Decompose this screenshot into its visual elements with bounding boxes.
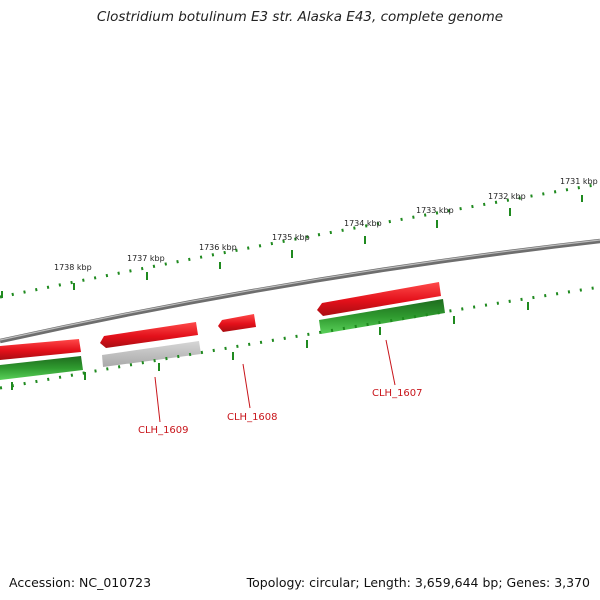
- pseudo-gene-track: [102, 341, 201, 367]
- scale-label: 1738 kbp: [54, 263, 92, 272]
- scale-label: 1736 kbp: [199, 243, 237, 252]
- cds-block[interactable]: [0, 356, 83, 380]
- gene-arrow[interactable]: [317, 282, 441, 316]
- scale-label: 1733 kbp: [416, 206, 454, 215]
- gene-label[interactable]: CLH_1607: [372, 388, 423, 399]
- gene-label[interactable]: CLH_1608: [227, 412, 278, 423]
- scale-label: 1737 kbp: [127, 254, 165, 263]
- scale-label: 1732 kbp: [488, 192, 526, 201]
- label-leader: [242, 363, 251, 409]
- cds-track: [0, 299, 445, 380]
- cds-block[interactable]: [319, 299, 445, 334]
- gene-labels: CLH_1607 CLH_1608 CLH_1609: [138, 339, 423, 436]
- scale-label: 1734 kbp: [344, 219, 382, 228]
- genome-backbone: [0, 238, 600, 344]
- gene-arrow[interactable]: [218, 314, 256, 332]
- page-title: Clostridium botulinum E3 str. Alaska E43…: [96, 9, 504, 25]
- inner-scale-dots: [0, 285, 600, 390]
- outer-scale-dots: [0, 182, 600, 299]
- gene-arrow[interactable]: [100, 322, 198, 348]
- label-leader: [385, 339, 396, 386]
- inner-scale: [0, 285, 600, 390]
- accession-text: Accession: NC_010723: [9, 575, 152, 590]
- gene-label[interactable]: CLH_1609: [138, 425, 189, 436]
- genome-summary-text: Topology: circular; Length: 3,659,644 bp…: [246, 575, 590, 590]
- scale-label: 1731 kbp: [560, 177, 598, 186]
- outer-scale: 1731 kbp 1732 kbp 1733 kbp 1734 kbp 1735…: [0, 177, 600, 299]
- pseudo-gene-block[interactable]: [102, 341, 201, 367]
- forward-gene-track: [0, 282, 441, 360]
- scale-label: 1735 kbp: [272, 233, 310, 242]
- gene-block[interactable]: [0, 339, 81, 360]
- label-leader: [154, 376, 161, 423]
